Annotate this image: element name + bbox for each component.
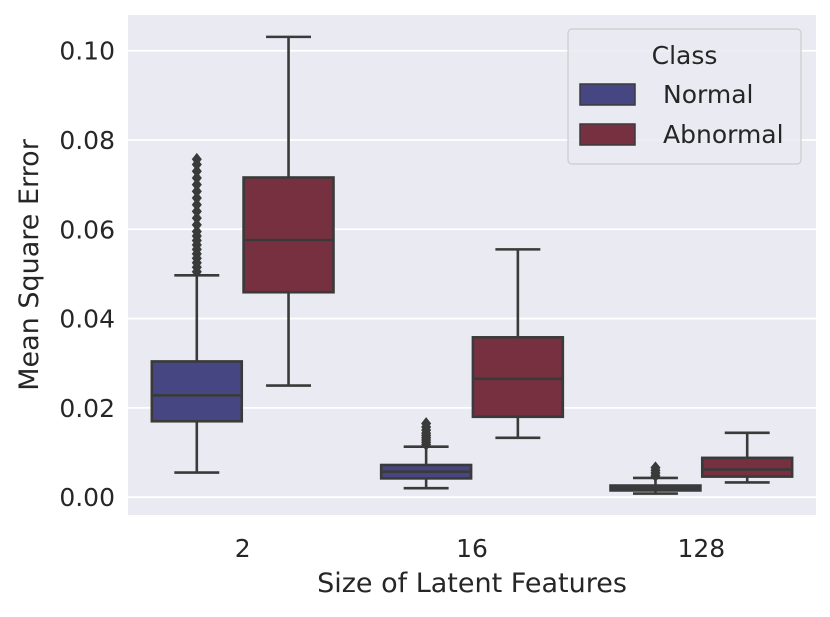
- outlier-point: [421, 417, 432, 430]
- y-tick-labels: 0.00 0.02 0.04 0.06 0.08 0.10: [59, 37, 115, 512]
- box-abnormal-2: [242, 35, 335, 387]
- outlier-point: [191, 152, 202, 166]
- outlier-point: [191, 178, 202, 191]
- legend: Class Normal Abnormal: [567, 28, 802, 165]
- legend-title: Class: [652, 41, 718, 70]
- outlier-point: [191, 191, 202, 205]
- outlier-point: [191, 205, 202, 218]
- outlier-point: [191, 211, 202, 225]
- box-body: [242, 176, 335, 294]
- outlier-point: [191, 171, 202, 185]
- outlier-point: [191, 225, 202, 238]
- y-axis-label: Mean Square Error: [14, 138, 45, 390]
- x-tick-label: 2: [235, 534, 251, 563]
- legend-label-normal: Normal: [663, 80, 753, 109]
- outlier-point: [191, 218, 202, 232]
- outlier-point: [191, 164, 202, 178]
- y-tick-label: 0.04: [59, 305, 115, 334]
- y-tick-label: 0.08: [59, 126, 115, 155]
- legend-swatch-abnormal: [579, 123, 636, 146]
- outlier-point: [191, 185, 202, 198]
- boxes-layer: [150, 35, 794, 495]
- y-tick-label: 0.06: [59, 215, 115, 244]
- legend-swatch-normal: [579, 83, 636, 106]
- box-normal-16: [379, 417, 473, 490]
- x-axis-label: Size of Latent Features: [317, 568, 627, 599]
- x-tick-label: 16: [456, 534, 488, 563]
- outlier-point: [650, 461, 661, 474]
- box-abnormal-16: [471, 248, 565, 440]
- box-body: [700, 456, 794, 478]
- y-tick-label: 0.02: [59, 394, 115, 423]
- box-abnormal-128: [700, 431, 794, 484]
- box-body: [471, 336, 565, 419]
- box-body: [150, 360, 244, 423]
- outlier-point: [191, 198, 202, 212]
- y-tick-label: 0.10: [59, 37, 115, 66]
- box-normal-2: [150, 152, 244, 474]
- x-tick-labels: 2 16 128: [235, 534, 725, 563]
- legend-label-abnormal: Abnormal: [663, 120, 784, 149]
- y-tick-label: 0.00: [59, 483, 115, 512]
- x-tick-label: 128: [677, 534, 725, 563]
- box-normal-128: [609, 461, 702, 495]
